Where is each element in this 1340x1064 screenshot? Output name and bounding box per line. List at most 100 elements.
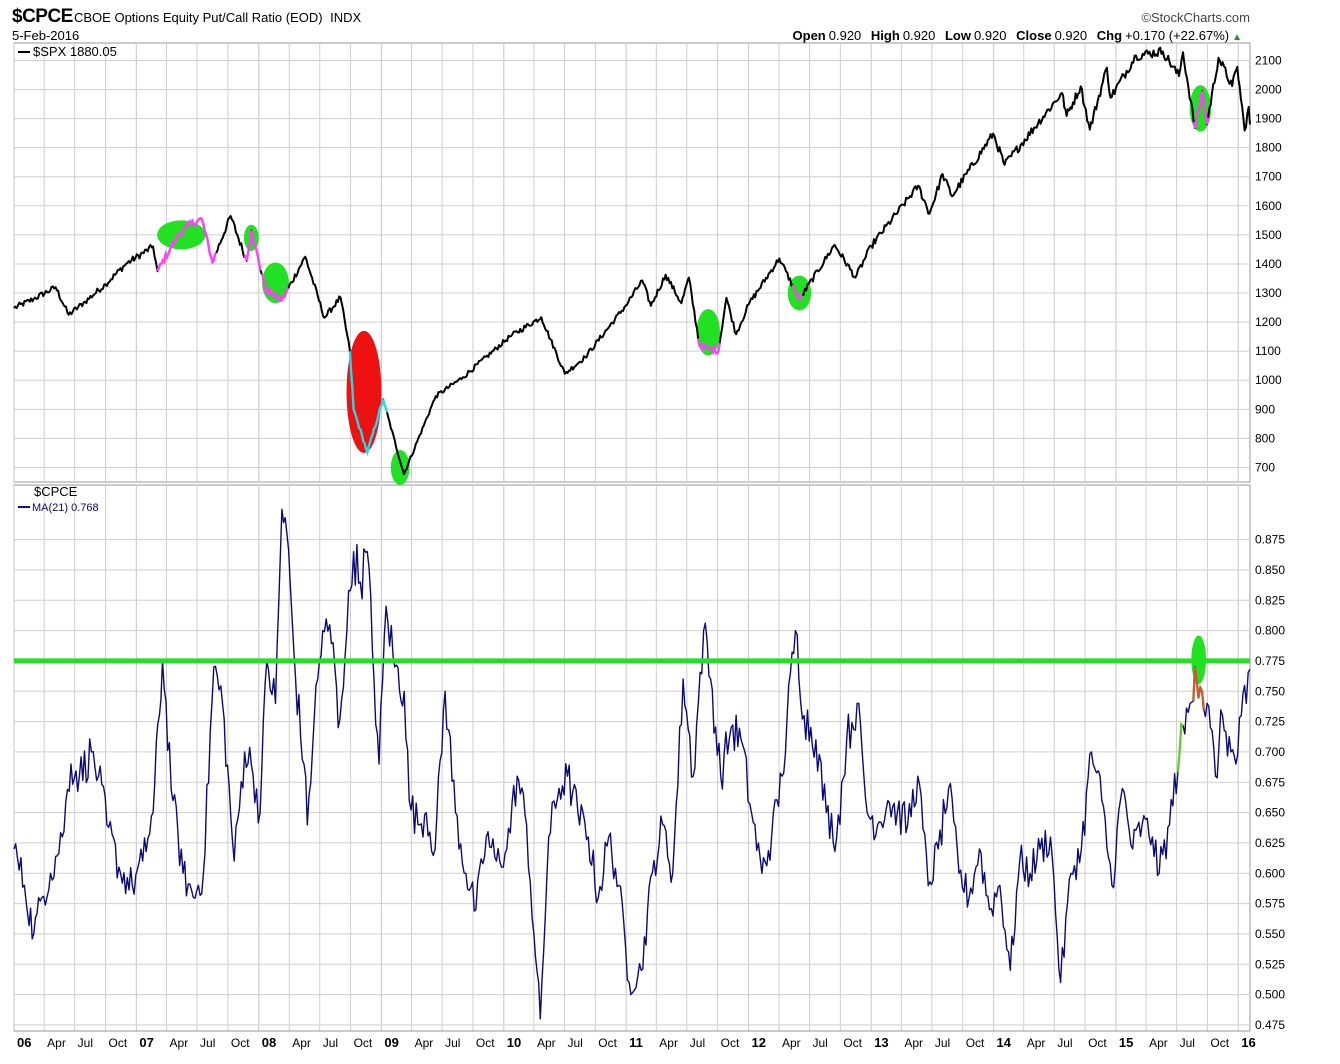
y-tick-label: 1200 (1255, 315, 1282, 329)
highlight-ellipse (696, 309, 720, 356)
x-tick-label: Oct (231, 1036, 250, 1050)
y-tick-label: 0.725 (1255, 715, 1285, 729)
spx-series-line (13, 46, 1251, 476)
x-tick-label: Apr (415, 1036, 434, 1050)
y-tick-label: 1600 (1255, 199, 1282, 213)
highlight-segment (791, 284, 803, 303)
close-value: 0.920 (1054, 28, 1088, 43)
y-tick-label: 700 (1255, 460, 1275, 474)
y-tick-label: 0.875 (1255, 533, 1285, 547)
x-tick-label: 09 (384, 1035, 398, 1050)
y-tick-label: 0.475 (1255, 1018, 1285, 1032)
spx-legend-label: $SPX 1880.05 (33, 44, 117, 59)
y-tick-label: 1000 (1255, 373, 1282, 387)
x-tick-label: Oct (721, 1036, 740, 1050)
y-tick-label: 1400 (1255, 257, 1282, 271)
y-tick-label: 0.625 (1255, 836, 1285, 850)
x-tick-label: 13 (874, 1035, 888, 1050)
y-tick-label: 0.525 (1255, 957, 1285, 971)
x-tick-label: Oct (109, 1036, 128, 1050)
x-tick-label: Jul (1057, 1036, 1072, 1050)
x-tick-label: Apr (170, 1036, 189, 1050)
highlight-segment (697, 338, 721, 356)
chart-symbol: $CPCE (12, 6, 73, 27)
highlight-segment (156, 216, 218, 272)
x-tick-label: Jul (200, 1036, 215, 1050)
x-tick-label: Jul (78, 1036, 93, 1050)
chart-date: 5-Feb-2016 (12, 28, 80, 43)
x-tick-label: 15 (1119, 1035, 1133, 1050)
x-tick-label: Jul (323, 1036, 338, 1050)
y-tick-label: 0.800 (1255, 624, 1285, 638)
low-value: 0.920 (973, 28, 1007, 43)
bottom-panel-frame (13, 484, 1251, 1032)
x-tick-label: Jul (445, 1036, 460, 1050)
x-tick-label: Jul (1180, 1036, 1195, 1050)
ma-legend-label: MA(21) 0.768 (32, 502, 99, 514)
x-tick-label: 10 (507, 1035, 521, 1050)
x-tick-label: Oct (476, 1036, 495, 1050)
low-label: Low (944, 28, 971, 43)
y-tick-label: 800 (1255, 431, 1275, 445)
x-tick-label: Apr (904, 1036, 923, 1050)
x-tick-label: Oct (598, 1036, 617, 1050)
x-tick-label: 08 (262, 1035, 276, 1050)
security-name: CBOE Options Equity Put/Call Ratio (EOD) (74, 10, 323, 25)
x-tick-label: Apr (659, 1036, 678, 1050)
x-tick-label: Oct (843, 1036, 862, 1050)
x-tick-label: 12 (751, 1035, 765, 1050)
x-tick-label: Jul (935, 1036, 950, 1050)
y-tick-label: 1500 (1255, 228, 1282, 242)
up-triangle-icon: ▲ (1232, 32, 1242, 43)
y-tick-label: 1700 (1255, 170, 1282, 184)
cpce-panel-label: $CPCE (34, 484, 78, 499)
y-tick-label: 0.600 (1255, 866, 1285, 880)
y-tick-label: 0.500 (1255, 988, 1285, 1002)
x-tick-label: Oct (966, 1036, 985, 1050)
y-tick-label: 1100 (1255, 344, 1281, 358)
highlight-segment (260, 273, 290, 303)
y-tick-label: 1800 (1255, 141, 1282, 155)
x-tick-label: Apr (1149, 1036, 1168, 1050)
x-tick-label: Oct (1210, 1036, 1229, 1050)
x-tick-label: Apr (47, 1036, 66, 1050)
close-label: Close (1016, 28, 1052, 43)
y-tick-label: 2100 (1255, 53, 1282, 67)
chart-name: CBOE Options Equity Put/Call Ratio (EOD)… (74, 10, 361, 25)
brand-credit[interactable]: ©StockCharts.com (1141, 10, 1250, 25)
y-tick-label: 0.675 (1255, 775, 1285, 789)
x-tick-label: 14 (997, 1035, 1012, 1050)
x-tick-label: Apr (537, 1036, 556, 1050)
y-tick-label: 0.700 (1255, 745, 1285, 759)
x-tick-label: Oct (354, 1036, 373, 1050)
x-tick-label: Jul (567, 1036, 582, 1050)
highlight-segment (348, 351, 389, 457)
open-label: Open (792, 28, 826, 43)
x-tick-label: 06 (17, 1035, 31, 1050)
exchange-label: INDX (330, 10, 362, 25)
x-tick-label: Jul (690, 1036, 705, 1050)
high-label: High (870, 28, 900, 43)
highlight-segment (1176, 722, 1184, 773)
chg-label: Chg (1096, 28, 1123, 43)
x-tick-label: Jul (813, 1036, 828, 1050)
y-tick-label: 2000 (1255, 83, 1282, 97)
y-tick-label: 0.575 (1255, 897, 1285, 911)
y-tick-label: 0.750 (1255, 684, 1285, 698)
ohlc-readout: Open 0.920 High 0.920 Low 0.920 Close 0.920 … (787, 28, 1242, 43)
open-value: 0.920 (828, 28, 862, 43)
chg-value: +0.170 (+22.67%) (1125, 28, 1230, 43)
x-tick-label: Oct (1088, 1036, 1107, 1050)
ma21-series-line (13, 508, 1251, 1020)
x-tick-label: 16 (1241, 1035, 1255, 1050)
highlight-segment (1192, 90, 1210, 129)
y-tick-label: 0.550 (1255, 927, 1285, 941)
high-value: 0.920 (902, 28, 936, 43)
x-tick-label: Apr (1027, 1036, 1046, 1050)
y-tick-label: 0.650 (1255, 806, 1285, 820)
y-tick-label: 1300 (1255, 286, 1282, 300)
y-tick-label: 0.775 (1255, 654, 1285, 668)
highlight-segment (243, 230, 262, 271)
highlight-segment (1192, 666, 1205, 710)
